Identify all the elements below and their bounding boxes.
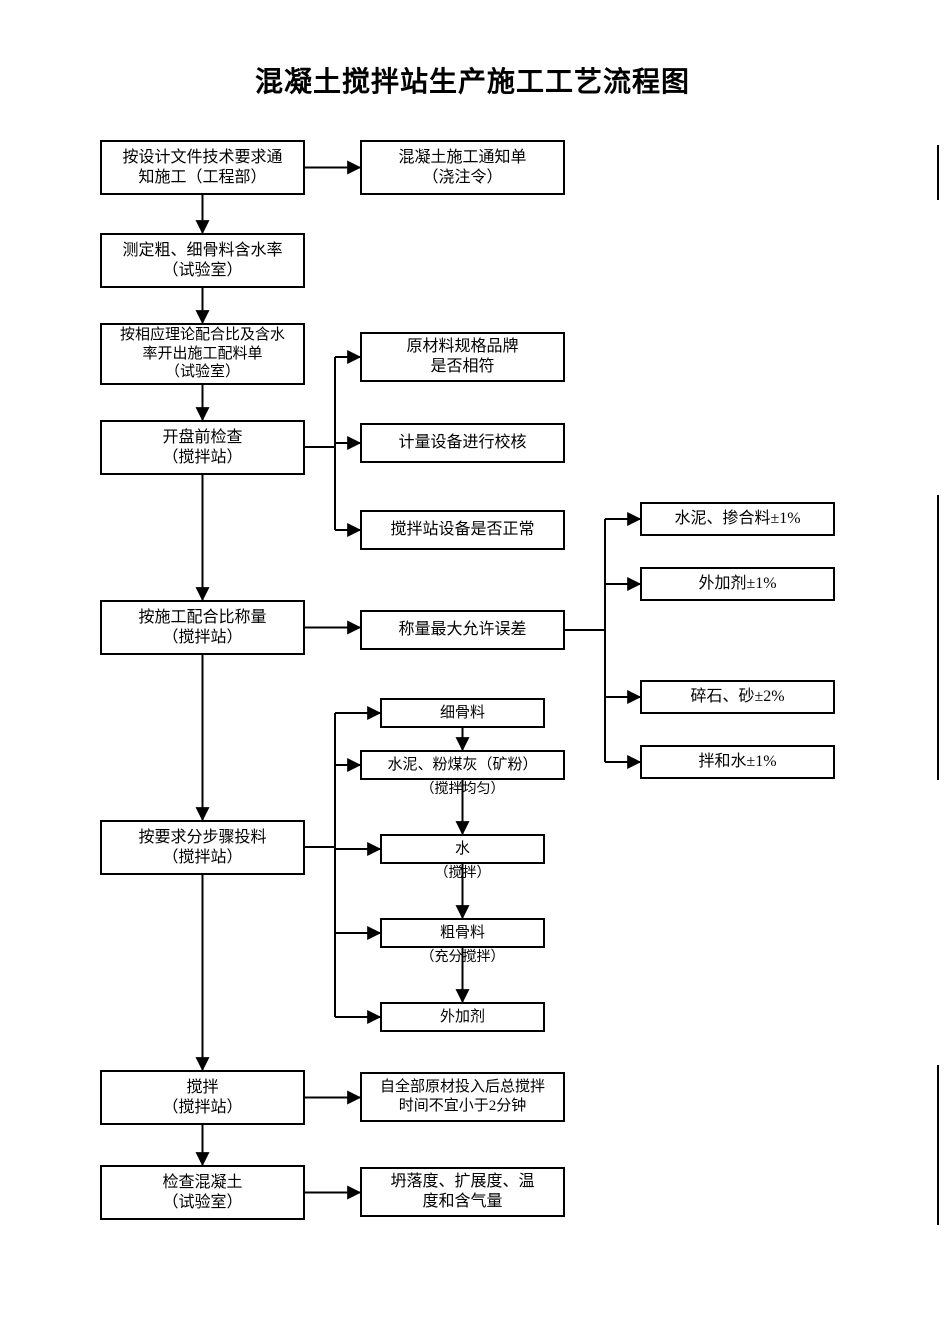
flow-node-n5: 开盘前检查（搅拌站） xyxy=(100,420,305,475)
flow-node-m2: 坍落度、扩展度、温度和含气量 xyxy=(360,1167,565,1217)
flow-note-p3: （充分搅拌） xyxy=(360,950,565,965)
flow-node-t2: 外加剂±1% xyxy=(640,567,835,601)
flow-node-n3: 测定粗、细骨料含水率（试验室） xyxy=(100,233,305,288)
flow-node-s5: 外加剂 xyxy=(380,1002,545,1032)
flow-node-s2: 水泥、粉煤灰（矿粉） xyxy=(360,750,565,780)
diagram-title: 混凝土搅拌站生产施工工艺流程图 xyxy=(0,60,945,100)
flow-note-p2: （搅拌） xyxy=(360,866,565,881)
flow-node-n2: 混凝土施工通知单（浇注令） xyxy=(360,140,565,195)
flow-node-b2: 计量设备进行校核 xyxy=(360,423,565,463)
flow-node-n8: 搅拌（搅拌站） xyxy=(100,1070,305,1125)
flow-node-m1: 自全部原材投入后总搅拌时间不宜小于2分钟 xyxy=(360,1072,565,1122)
flow-node-s1: 细骨料 xyxy=(380,698,545,728)
connectors-layer xyxy=(0,0,945,1338)
flow-node-n9: 检查混凝土（试验室） xyxy=(100,1165,305,1220)
flow-node-n1: 按设计文件技术要求通知施工（工程部） xyxy=(100,140,305,195)
flow-node-n6: 按施工配合比称量（搅拌站） xyxy=(100,600,305,655)
flow-node-n7: 按要求分步骤投料（搅拌站） xyxy=(100,820,305,875)
flow-node-b3: 搅拌站设备是否正常 xyxy=(360,510,565,550)
flow-node-c0: 称量最大允许误差 xyxy=(360,610,565,650)
flow-node-t3: 碎石、砂±2% xyxy=(640,680,835,714)
flow-node-n4: 按相应理论配合比及含水率开出施工配料单（试验室） xyxy=(100,323,305,385)
flow-node-t4: 拌和水±1% xyxy=(640,745,835,779)
flow-node-b1: 原材料规格品牌是否相符 xyxy=(360,332,565,382)
flow-note-p1: （搅拌均匀） xyxy=(360,782,565,797)
flow-node-t1: 水泥、掺合料±1% xyxy=(640,502,835,536)
flow-node-s3: 水 xyxy=(380,834,545,864)
flow-node-s4: 粗骨料 xyxy=(380,918,545,948)
flowchart-canvas: 混凝土搅拌站生产施工工艺流程图 按设计文件技术要求通知施工（工程部） 混凝土施工通… xyxy=(0,0,945,1338)
